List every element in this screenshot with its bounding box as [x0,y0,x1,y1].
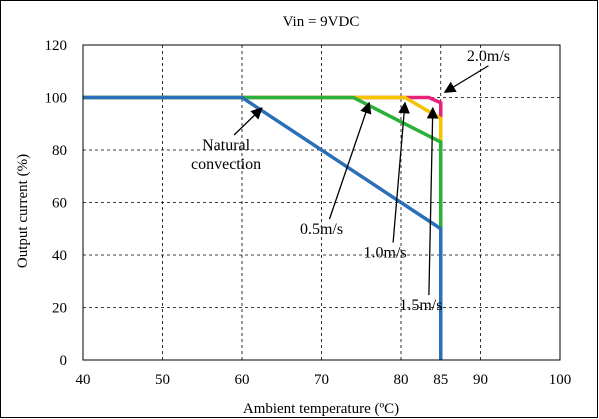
chart-title: Vin = 9VDC [283,14,360,30]
x-tick-label: 90 [473,372,488,388]
annotation-arrow [233,107,263,136]
series-line-3 [83,95,443,360]
series-layer [83,95,443,360]
x-tick-label: 60 [235,372,250,388]
annotation-arrow [328,101,372,220]
y-tick-label: 100 [45,91,68,107]
y-axis-label: Output current (%) [15,154,31,268]
plot-area-border [82,44,561,361]
x-tick-label: 100 [549,372,572,388]
x-tick-label: 40 [76,372,91,388]
y-tick-label: 120 [45,38,68,54]
x-tick-label: 70 [314,372,329,388]
x-tick-label: 50 [155,372,170,388]
annotation-layer: Natural convection 0.5m/s 1.0m/s 1.5m/s 2.0m/… [191,48,510,314]
x-tick-label: 85 [433,372,448,388]
annotation-arrow [426,106,439,296]
y-tick-label: 20 [52,301,67,317]
annotation-arrow [443,65,489,93]
x-tick-label: 80 [394,372,409,388]
annotation-label: 0.5m/s [300,221,343,238]
y-tick-label: 80 [52,143,67,159]
y-tick-label: 0 [60,353,68,369]
x-axis-label: Ambient temperature (ºC) [243,401,399,417]
annotation-label: 1.5m/s [399,297,442,314]
y-tick-label: 60 [52,196,67,212]
y-tick-label: 40 [52,248,67,264]
tick-layer: 40 50 60 70 80 85 90 100 0 20 40 60 80 100 120 [45,38,572,388]
annotation-label: 1.0m/s [364,245,407,262]
annotation-label: 2.0m/s [467,48,510,65]
annotation-label: Natural convection [191,137,261,173]
annotation-arrow [392,101,410,243]
